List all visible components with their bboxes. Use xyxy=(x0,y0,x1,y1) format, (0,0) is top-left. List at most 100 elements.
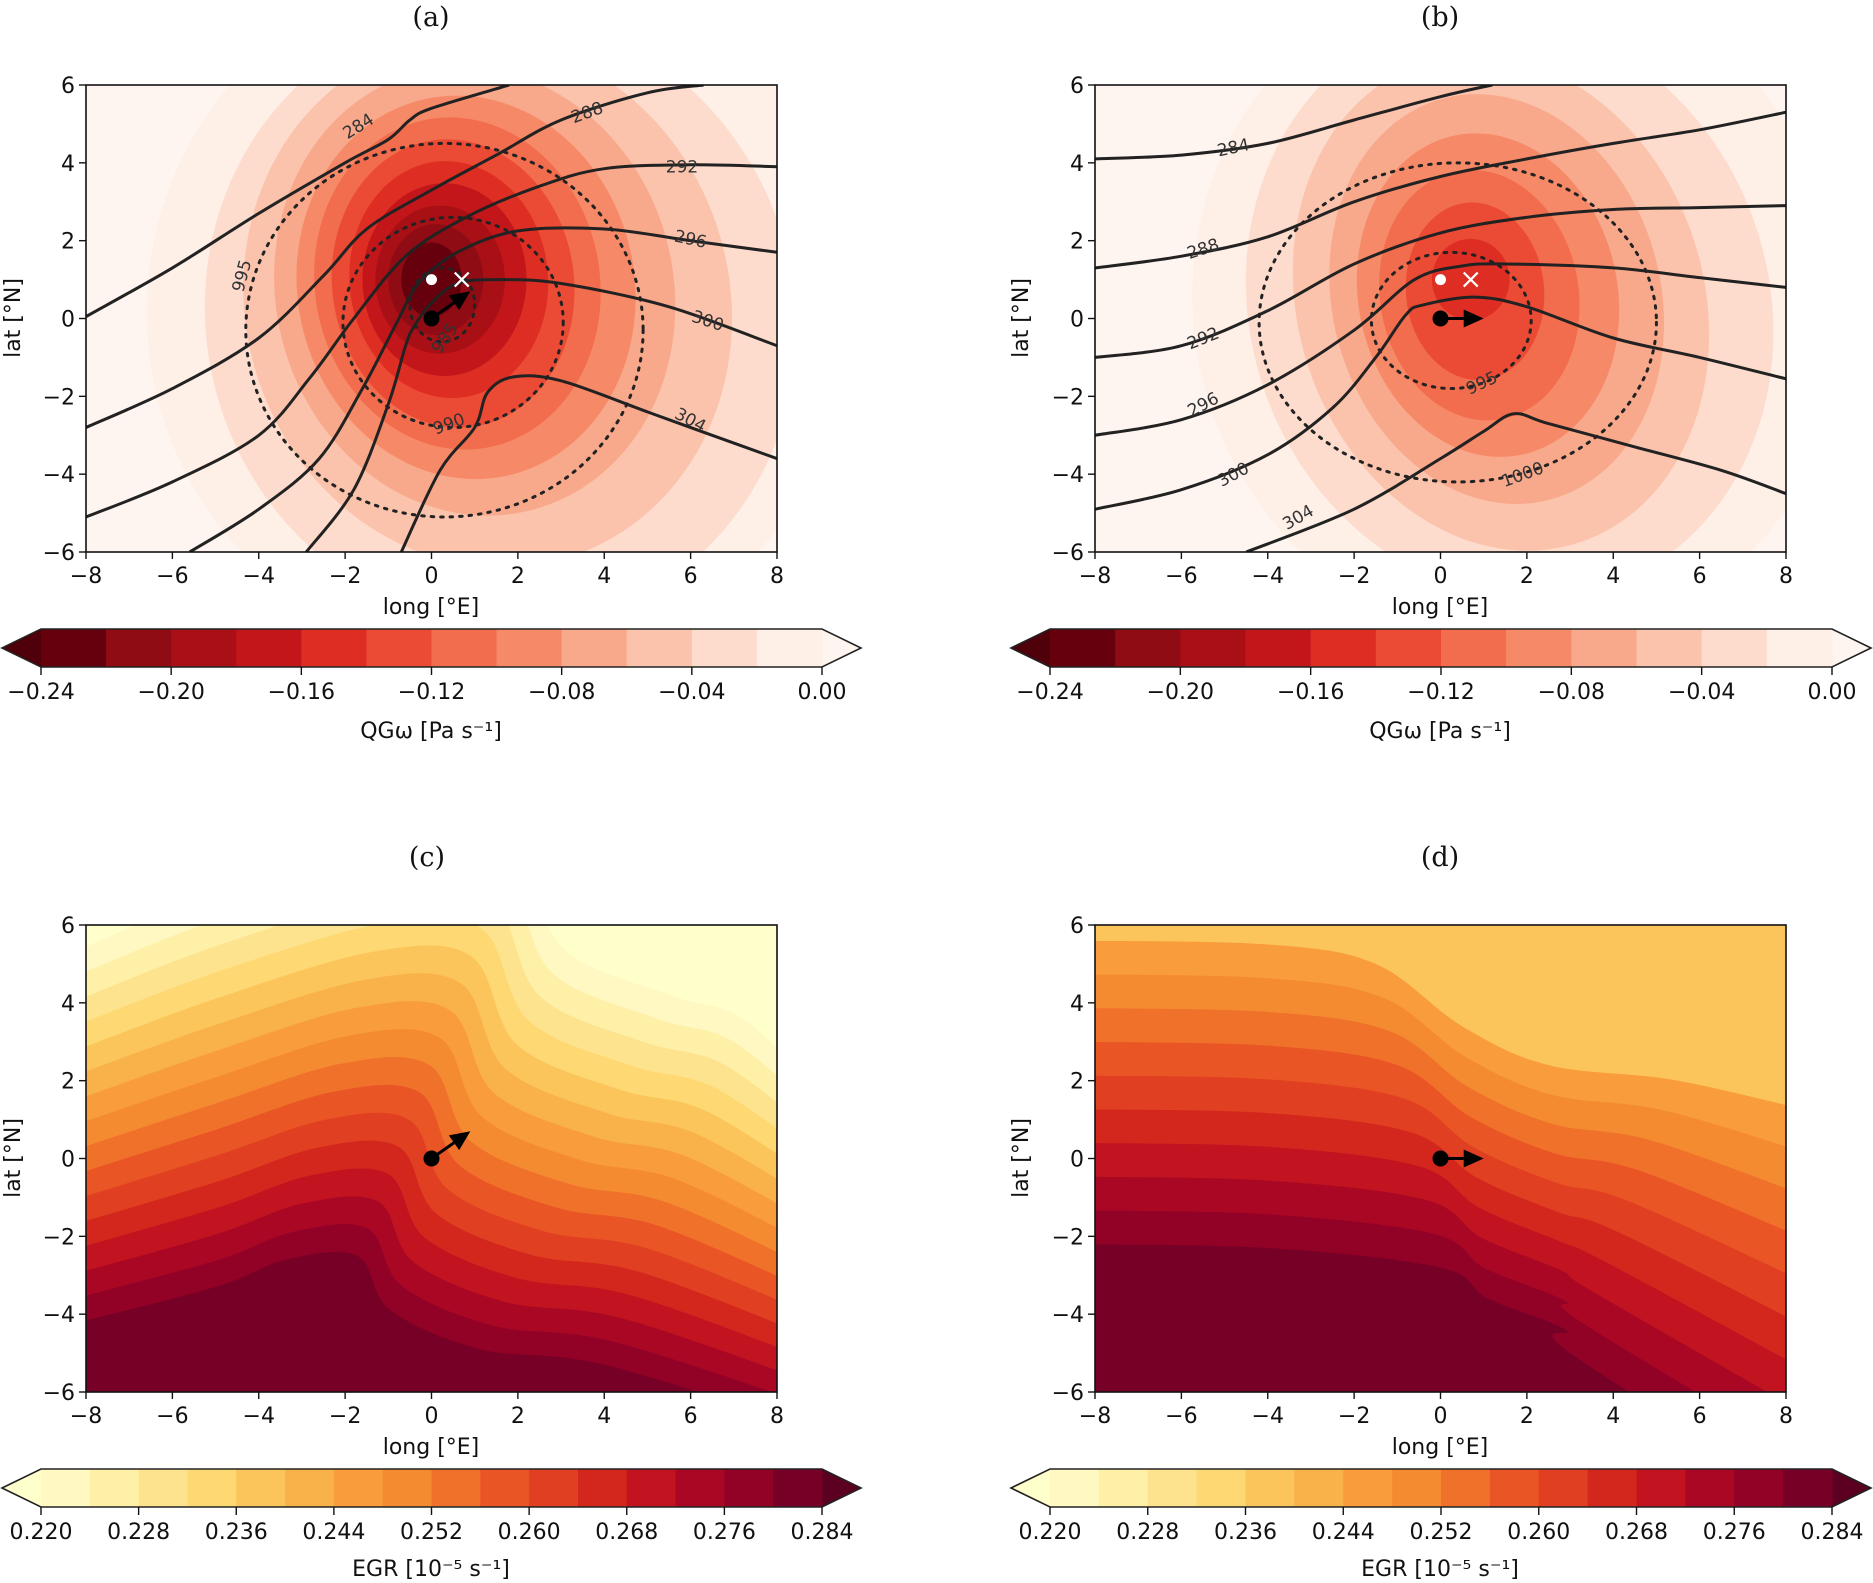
colorbar-tick-label: −0.16 xyxy=(1277,680,1344,705)
colorbar-swatch xyxy=(1538,1469,1589,1507)
black-dot-marker xyxy=(423,310,440,327)
panel-a-xlabel: long [°E] xyxy=(383,595,480,620)
colorbar-swatch xyxy=(1636,1469,1686,1507)
colorbar-swatch xyxy=(1375,629,1442,667)
theta-contour-284 xyxy=(86,85,510,318)
panel-c-title: (c) xyxy=(409,842,445,873)
y-tick-label: 0 xyxy=(1070,1148,1084,1173)
theta-contour-288 xyxy=(1095,110,1786,270)
panel-a-ylabel: lat [°N] xyxy=(1,278,26,358)
theta-contour-288 xyxy=(86,85,704,429)
colorbar-swatch xyxy=(1245,629,1312,667)
theta-contour-300 xyxy=(305,278,777,552)
colorbar-swatch xyxy=(1245,1469,1295,1507)
isobar-990 xyxy=(341,215,565,429)
colorbar-swatch xyxy=(1392,1469,1442,1507)
isobar-995 xyxy=(244,141,645,519)
black-dot-marker xyxy=(1432,1150,1449,1167)
x-tick-label: −8 xyxy=(70,564,102,589)
colorbar-swatch xyxy=(301,629,368,667)
colorbar-tick-label: 0.252 xyxy=(400,1520,463,1545)
colorbar-extend-low xyxy=(1011,629,1050,667)
colorbar-swatch xyxy=(561,629,628,667)
panel-c-xlabel: long [°E] xyxy=(383,1435,480,1460)
y-tick-label: −4 xyxy=(43,1303,75,1328)
y-tick-label: 0 xyxy=(61,308,75,333)
motion-arrow-head xyxy=(448,291,471,311)
colorbar-a: −0.24 −0.20 −0.16 −0.12 −0.08 −0.04 0.00 xyxy=(0,628,863,705)
x-tick-label: 0 xyxy=(1434,564,1448,589)
colorbar-tick-label: 0.244 xyxy=(1312,1520,1375,1545)
y-tick-label: −2 xyxy=(1052,385,1084,410)
x-tick-label: 0 xyxy=(425,564,439,589)
colorbar-extend-low xyxy=(1011,1469,1050,1507)
colorbar-tick-label: −0.08 xyxy=(528,680,595,705)
x-tick-label: 2 xyxy=(1520,1404,1534,1429)
motion-arrow-head xyxy=(1463,309,1484,328)
colorbar-d-label: EGR [10⁻⁵ s⁻¹] xyxy=(1361,1557,1519,1582)
colorbar-swatch xyxy=(1587,1469,1638,1507)
colorbar-extend-high xyxy=(822,629,861,667)
x-tick-label: −8 xyxy=(1079,564,1111,589)
colorbar-a-label: QGω [Pa s⁻¹] xyxy=(360,719,502,744)
colorbar-tick-label: 0.236 xyxy=(205,1520,268,1545)
colorbar-swatch xyxy=(1294,1469,1344,1507)
colorbar-swatch xyxy=(1050,1469,1100,1507)
panel-b-ylabel: lat [°N] xyxy=(1009,278,1034,358)
colorbar-swatch xyxy=(236,629,302,667)
colorbar-tick-label: 0.236 xyxy=(1214,1520,1277,1545)
x-tick-label: 2 xyxy=(511,1404,525,1429)
fill-level-15 xyxy=(86,1251,699,1392)
colorbar-tick-label: 0.260 xyxy=(1507,1520,1570,1545)
colorbar-swatch xyxy=(1441,629,1507,667)
colorbar-swatch xyxy=(724,1469,774,1507)
storm-markers xyxy=(1432,1149,1484,1168)
colorbar-swatch xyxy=(1343,1469,1393,1507)
panel-a-title: (a) xyxy=(412,2,449,33)
colorbar-tick-label: −0.04 xyxy=(1668,680,1735,705)
theta-contour-304 xyxy=(1245,412,1786,552)
x-tick-label: 8 xyxy=(1779,564,1793,589)
colorbar-tick-label: −0.04 xyxy=(658,680,725,705)
fill-level-9 xyxy=(1095,1244,1630,1392)
colorbar-extend-low xyxy=(2,1469,41,1507)
colorbar-swatch xyxy=(626,629,693,667)
white-dot-marker xyxy=(1435,274,1446,286)
y-tick-label: −2 xyxy=(43,385,75,410)
colorbar-tick-label: 0.244 xyxy=(302,1520,365,1545)
theta-contour-296 xyxy=(1095,262,1786,437)
y-tick-label: 2 xyxy=(1070,1070,1084,1095)
colorbar-tick-label: 0.220 xyxy=(10,1520,73,1545)
colorbar-swatch xyxy=(431,629,498,667)
y-tick-label: 6 xyxy=(61,914,75,939)
colorbar-swatch xyxy=(236,1469,286,1507)
colorbar-swatch xyxy=(431,1469,481,1507)
y-tick-label: 6 xyxy=(1070,914,1084,939)
y-tick-label: 6 xyxy=(61,74,75,99)
colorbar-b-label: QGω [Pa s⁻¹] xyxy=(1369,719,1511,744)
y-tick-label: −6 xyxy=(43,541,75,566)
storm-markers xyxy=(423,271,471,327)
y-tick-label: 0 xyxy=(1070,308,1084,333)
x-tick-label: −8 xyxy=(70,1404,102,1429)
colorbar-swatch xyxy=(366,629,433,667)
theta-contour-296 xyxy=(188,226,777,552)
theta-contour-304 xyxy=(399,374,777,552)
y-tick-label: 4 xyxy=(1070,152,1084,177)
colorbar-tick-label: −0.24 xyxy=(1016,680,1083,705)
black-dot-marker xyxy=(1432,310,1449,327)
colorbar-tick-label: −0.20 xyxy=(137,680,204,705)
colorbar-c-label: EGR [10⁻⁵ s⁻¹] xyxy=(352,1557,510,1582)
colorbar-swatch xyxy=(756,629,823,667)
colorbar-tick-label: 0.00 xyxy=(798,680,847,705)
colorbar-d: 0.220 0.228 0.236 0.244 0.252 0.260 0.268 0.276… xyxy=(1009,1468,1873,1545)
colorbar-tick-label: 0.228 xyxy=(1116,1520,1179,1545)
x-tick-label: 0 xyxy=(1434,1404,1448,1429)
colorbar-swatch xyxy=(1783,1469,1833,1507)
colorbar-swatch xyxy=(691,629,758,667)
x-tick-label: −2 xyxy=(1338,1404,1370,1429)
x-tick-label: 4 xyxy=(597,1404,611,1429)
motion-arrow-head xyxy=(448,1131,471,1151)
